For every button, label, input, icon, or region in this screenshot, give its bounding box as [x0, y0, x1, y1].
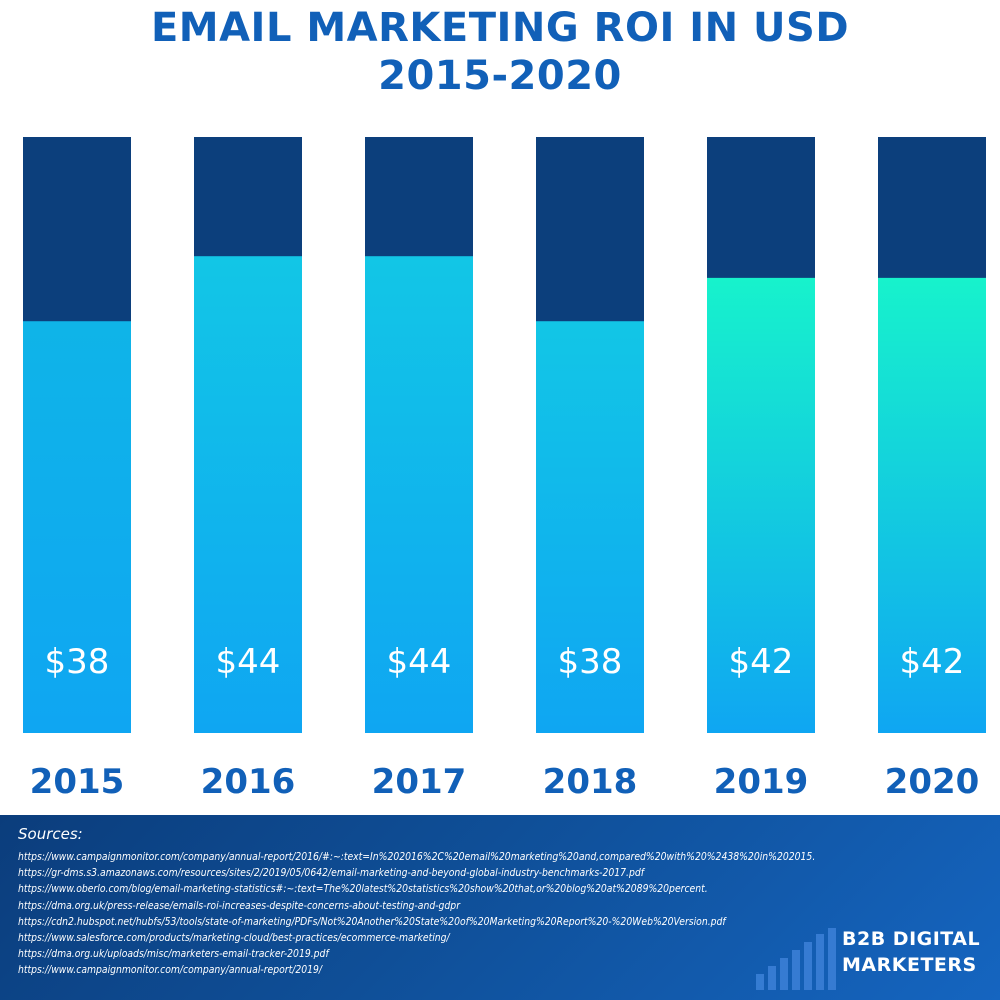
- bar-value-label: $44: [387, 642, 452, 682]
- bar-2015: [23, 321, 131, 733]
- chart-title-line-1: EMAIL MARKETING ROI IN USD: [150, 5, 850, 51]
- x-tick-label: 2017: [372, 762, 467, 802]
- x-tick-label: 2020: [885, 762, 980, 802]
- x-tick-label: 2019: [714, 762, 809, 802]
- bar-2017: [365, 256, 473, 733]
- source-link[interactable]: https://www.campaignmonitor.com/company/…: [18, 851, 816, 863]
- x-tick-label: 2015: [30, 762, 125, 802]
- bar-value-label: $42: [900, 642, 965, 682]
- x-tick-label: 2018: [543, 762, 638, 802]
- source-link[interactable]: https://www.salesforce.com/products/mark…: [18, 932, 450, 945]
- logo-line-1: B2B DIGITAL: [842, 928, 981, 950]
- logo-bars-icon: [756, 928, 836, 990]
- bar-value-label: $38: [558, 642, 623, 682]
- bar-chart: $38 2015 $44 2016 $44 2017 $38 2018 $42 2019 $42 20…: [23, 137, 986, 802]
- source-list: https://www.campaignmonitor.com/company/…: [18, 849, 993, 979]
- bar-2018: [536, 321, 644, 733]
- source-link[interactable]: https://dma.org.uk/uploads/misc/marketer…: [18, 948, 329, 961]
- bar-2019: [707, 277, 815, 733]
- sources-label: Sources:: [18, 825, 83, 843]
- x-tick-label: 2016: [201, 762, 296, 802]
- bar-2020: [878, 277, 986, 733]
- chart-title-line-2: 2015-2020: [378, 53, 622, 99]
- source-link[interactable]: https://gr-dms.s3.amazonaws.com/resource…: [18, 867, 645, 880]
- chart-title: EMAIL MARKETING ROI IN USD 2015-2020: [0, 4, 1000, 100]
- source-link[interactable]: https://cdn2.hubspot.net/hubfs/53/tools/…: [18, 915, 726, 928]
- bar-value-label: $42: [729, 642, 794, 682]
- bar-2016: [194, 256, 302, 733]
- bar-value-label: $44: [216, 642, 281, 682]
- bar-value-label: $38: [45, 642, 110, 682]
- sources-panel: Sources: https://www.campaignmonitor.com…: [0, 815, 1000, 1000]
- logo-text: B2B DIGITAL MARKETERS: [842, 926, 980, 978]
- company-logo: B2B DIGITAL MARKETERS: [754, 920, 982, 990]
- logo-line-2: MARKETERS: [842, 954, 977, 976]
- source-link[interactable]: https://www.oberlo.com/blog/email-market…: [18, 883, 708, 896]
- source-link[interactable]: https://www.campaignmonitor.com/company/…: [18, 964, 323, 977]
- source-link[interactable]: https://dma.org.uk/press-release/emails-…: [18, 899, 460, 912]
